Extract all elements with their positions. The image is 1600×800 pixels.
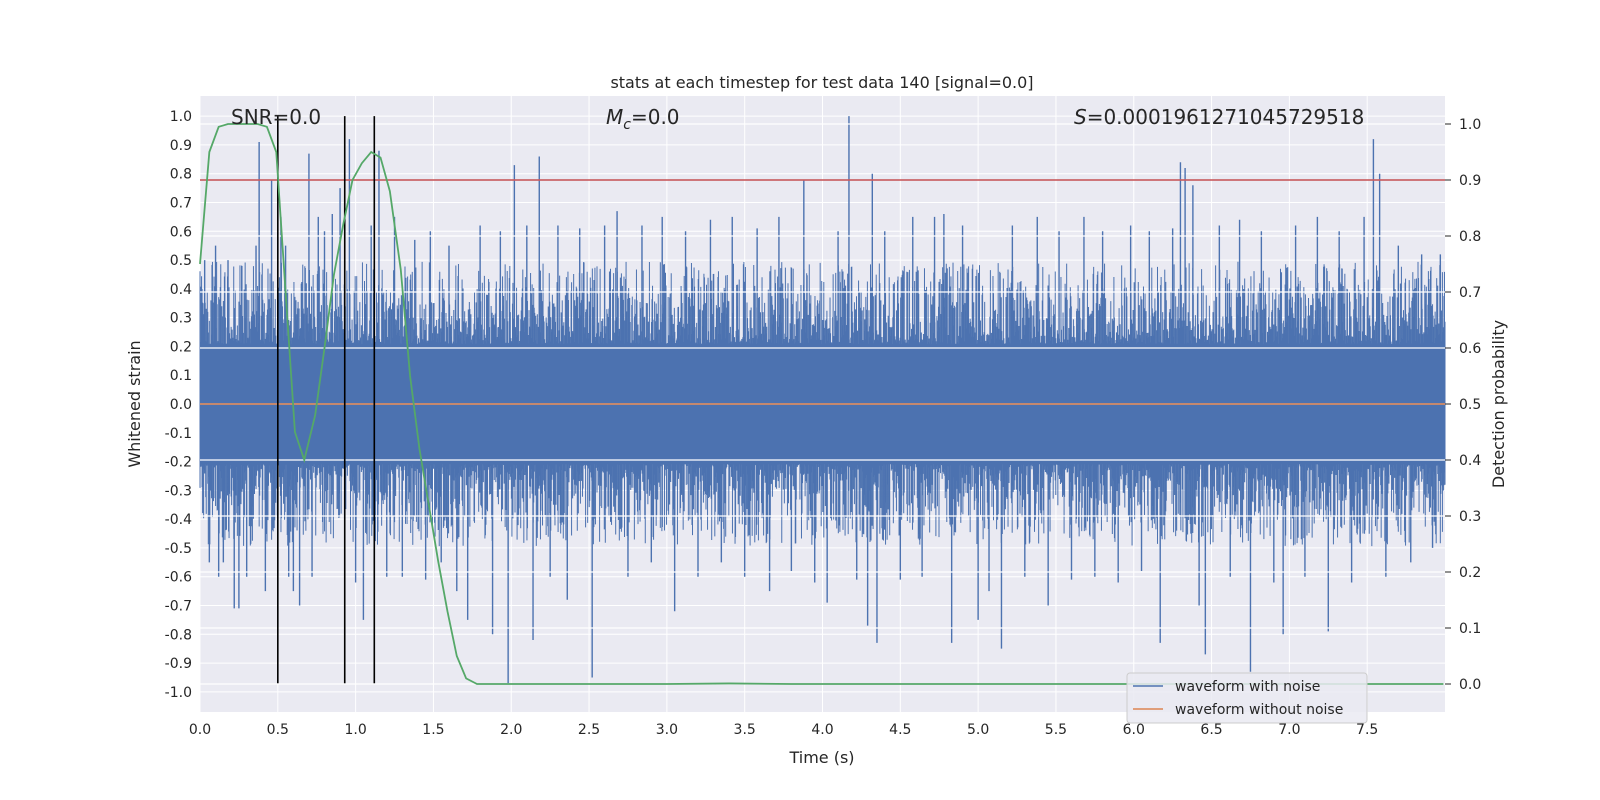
chirp-mass-annotation: Mc=0.0 — [606, 105, 680, 133]
x-tick-label: 6.5 — [1200, 722, 1222, 738]
y-right-tick-label: 0.9 — [1459, 173, 1481, 189]
x-tick-label: 7.0 — [1278, 722, 1300, 738]
y-tick-label: -0.8 — [165, 627, 192, 643]
y-tick-label: 0.2 — [170, 339, 192, 355]
y-tick-label: -0.9 — [165, 656, 192, 672]
x-tick-label: 5.0 — [967, 722, 989, 738]
chirp-mass-symbol: M — [606, 105, 623, 129]
x-tick-label: 1.0 — [344, 722, 366, 738]
s-symbol: S — [1074, 105, 1087, 129]
x-tick-label: 5.5 — [1045, 722, 1067, 738]
x-tick-label: 1.5 — [422, 722, 444, 738]
y-right-tick-label: 0.6 — [1459, 341, 1481, 357]
y-tick-label: 0.3 — [170, 311, 192, 327]
y-tick-label: -0.3 — [165, 483, 192, 499]
y-right-tick-label: 0.3 — [1459, 509, 1481, 525]
series-detection-probability — [199, 123, 1444, 685]
legend-entry-without-noise: waveform without noise — [1175, 702, 1343, 718]
y-tick-label: -0.7 — [165, 598, 192, 614]
y-right-tick-label: 0.5 — [1459, 397, 1481, 413]
y-tick-label: 0.0 — [170, 397, 192, 413]
x-tick-label: 3.0 — [656, 722, 678, 738]
x-tick-label: 0.0 — [189, 722, 211, 738]
y-right-tick-label: 0.7 — [1459, 285, 1481, 301]
chart-title: stats at each timestep for test data 140… — [610, 73, 1033, 92]
y-tick-label: -0.4 — [165, 512, 192, 528]
y-tick-label: -0.2 — [165, 455, 192, 471]
y-tick-label: 0.6 — [170, 224, 192, 240]
x-axis-label: Time (s) — [788, 748, 854, 767]
y-tick-label: -0.6 — [165, 570, 192, 586]
y-tick-label: 1.0 — [170, 109, 192, 125]
x-tick-label: 7.5 — [1356, 722, 1378, 738]
axes: 0.0 0.5 1.0 1.5 2.0 2.5 3.0 3.5 4.0 4.5 5.0 5.5 6.0 6… — [165, 109, 1482, 738]
y-tick-label: 0.9 — [170, 138, 192, 154]
x-tick-label: 4.0 — [811, 722, 833, 738]
y-tick-label: -0.5 — [165, 541, 192, 557]
y-right-tick-label: 0.8 — [1459, 229, 1481, 245]
snr-annotation: SNR=0.0 — [231, 105, 321, 129]
legend-box — [1126, 672, 1368, 724]
y-right-tick-label: 0.4 — [1459, 453, 1481, 469]
s-value: =0.0001961271045729518 — [1087, 105, 1365, 129]
y-tick-label: -1.0 — [165, 685, 192, 701]
y-right-tick-label: 0.0 — [1459, 677, 1481, 693]
x-tick-label: 4.5 — [889, 722, 911, 738]
y-tick-label: 0.5 — [170, 253, 192, 269]
y-right-tick-label: 0.1 — [1459, 621, 1481, 637]
y-right-tick-label: 1.0 — [1459, 117, 1481, 133]
y-tick-label: -0.1 — [165, 426, 192, 442]
y-right-tick-label: 0.2 — [1459, 565, 1481, 581]
legend-entry-with-noise: waveform with noise — [1175, 679, 1320, 695]
y-tick-label: 0.4 — [170, 282, 192, 298]
x-tick-label: 0.5 — [267, 722, 289, 738]
x-tick-label: 2.5 — [578, 722, 600, 738]
y-axis-label: Whitened strain — [125, 340, 144, 467]
y-tick-label: 0.1 — [170, 368, 192, 384]
legend: waveform with noise waveform without noi… — [1126, 672, 1368, 724]
x-tick-label: 6.0 — [1123, 722, 1145, 738]
y-tick-label: 0.8 — [170, 167, 192, 183]
y-axis-right-label: Detection probability — [1489, 320, 1508, 488]
s-annotation: S=0.0001961271045729518 — [1074, 105, 1364, 129]
chirp-mass-subscript: c — [623, 117, 631, 133]
y-tick-label: 0.7 — [170, 196, 192, 212]
x-tick-label: 2.0 — [500, 722, 522, 738]
chirp-mass-value: =0.0 — [631, 105, 680, 129]
x-tick-label: 3.5 — [734, 722, 756, 738]
